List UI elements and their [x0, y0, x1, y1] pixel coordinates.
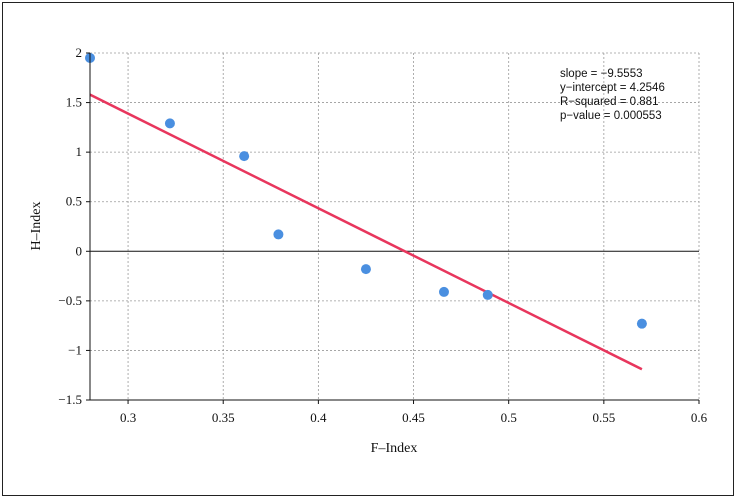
- y-tick-label: 1.5: [66, 95, 82, 110]
- pvalue-annotation: p−value = 0.000553: [560, 110, 662, 122]
- data-point: [482, 289, 493, 300]
- y-tick-label: −1: [68, 342, 82, 357]
- x-tick-label: 0.6: [691, 410, 708, 425]
- data-point: [438, 286, 449, 297]
- y-tick-labels: 2 1.5 1 0.5 0 −0.5 −1 −1.5: [58, 45, 82, 407]
- axes: [86, 52, 700, 404]
- y-tick-label: −1.5: [58, 392, 82, 407]
- regression-stats: slope = −9.5553 y−intercept = 4.2546 R−s…: [560, 68, 665, 122]
- y-tick-label: 2: [76, 45, 83, 60]
- x-tick-label: 0.35: [212, 410, 235, 425]
- data-point: [239, 151, 250, 162]
- y-tick-label: 0.5: [66, 194, 82, 209]
- y-tick-label: 0: [76, 243, 83, 258]
- regression-line: [89, 93, 643, 371]
- rsquared-annotation: R−squared = 0.881: [560, 96, 658, 108]
- x-tick-label: 0.4: [310, 410, 327, 425]
- intercept-annotation: y−intercept = 4.2546: [560, 82, 665, 94]
- x-tick-label: 0.3: [120, 410, 136, 425]
- data-points: [85, 52, 647, 329]
- x-tick-label: 0.5: [501, 410, 517, 425]
- data-point: [636, 318, 647, 329]
- x-tick-labels: 0.3 0.35 0.4 0.45 0.5 0.55 0.6: [120, 410, 708, 425]
- data-point: [360, 264, 371, 275]
- figure-frame: [2, 2, 734, 496]
- x-tick-label: 0.45: [402, 410, 425, 425]
- data-point: [164, 118, 175, 129]
- x-tick-label: 0.55: [592, 410, 615, 425]
- data-point: [273, 229, 284, 240]
- x-axis-label: F–Index: [371, 441, 418, 456]
- y-tick-label: 1: [76, 144, 83, 159]
- y-axis-label: H–Index: [29, 202, 44, 251]
- slope-annotation: slope = −9.5553: [560, 68, 643, 80]
- y-tick-label: −0.5: [58, 293, 82, 308]
